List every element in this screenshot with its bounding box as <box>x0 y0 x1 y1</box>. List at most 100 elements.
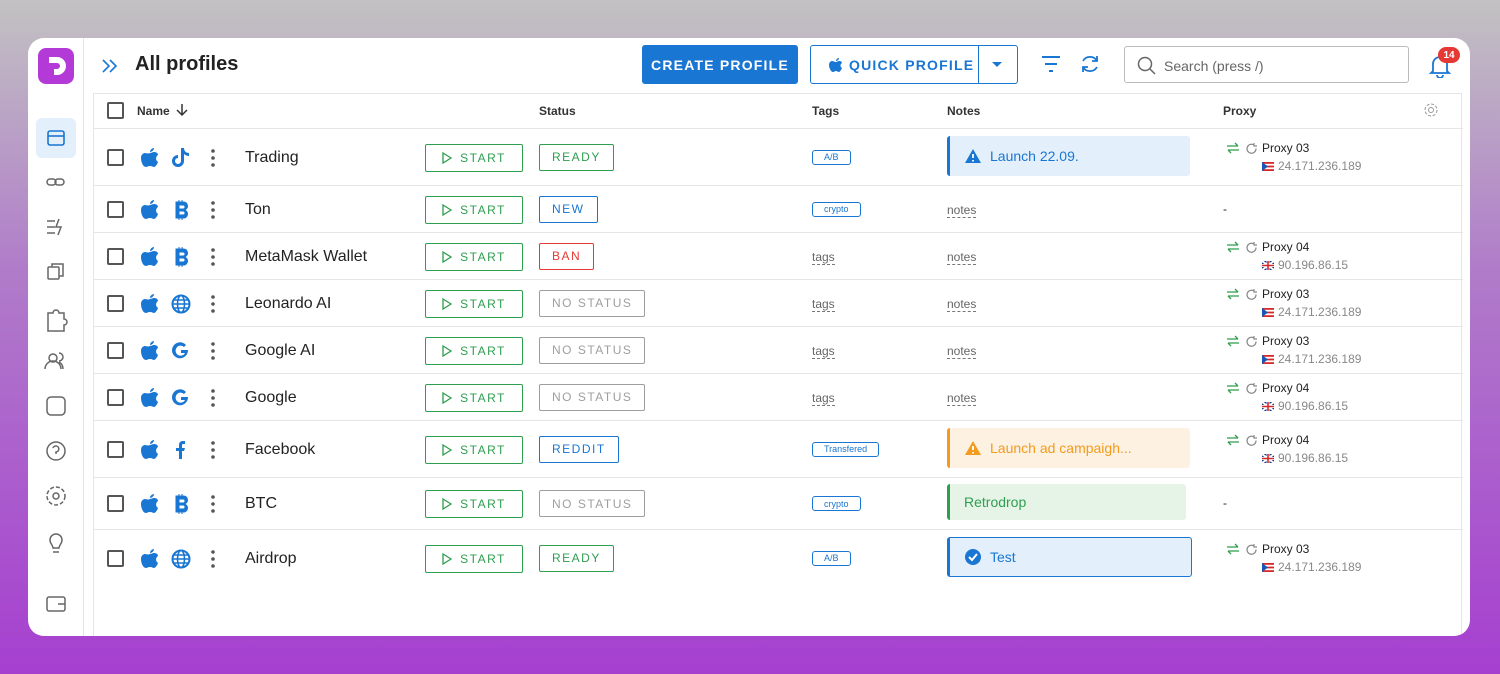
profile-name: Leonardo AI <box>245 294 332 312</box>
browser-icon <box>171 340 191 362</box>
start-label: START <box>460 249 506 264</box>
row-checkbox[interactable] <box>107 440 124 458</box>
menu-dots <box>210 247 216 266</box>
os-icon <box>141 548 159 569</box>
proxy-swap-icon <box>1226 142 1240 154</box>
notes-placeholder[interactable]: notes <box>947 390 977 406</box>
tag-chip[interactable]: crypto <box>812 201 861 217</box>
proxy-refresh-icon <box>1245 543 1258 556</box>
status-badge[interactable]: NEW <box>539 195 598 223</box>
os-icon <box>141 439 159 460</box>
proxy-name: Proxy 04 <box>1262 432 1310 447</box>
tags-placeholder[interactable]: tags <box>812 249 835 265</box>
start-button[interactable]: START <box>425 289 523 318</box>
note-icon <box>964 440 982 456</box>
tag-chip[interactable]: A/B <box>812 550 851 566</box>
start-button[interactable]: START <box>425 195 523 224</box>
notification-badge: 14 <box>1438 47 1460 63</box>
sort-arrow[interactable] <box>175 103 189 117</box>
profile-row: MetaMask Wallet START BAN tags notes Proxy 04… <box>94 232 1463 279</box>
start-label: START <box>460 551 506 566</box>
proxy-swap-icon <box>1226 241 1240 253</box>
expand-icon[interactable] <box>100 56 120 76</box>
start-button[interactable]: START <box>425 544 523 573</box>
start-label: START <box>460 296 506 311</box>
row-checkbox[interactable] <box>107 388 124 406</box>
tag-chip[interactable]: Transfered <box>812 441 880 457</box>
status-badge[interactable]: NO STATUS <box>539 336 646 364</box>
row-checkbox[interactable] <box>107 247 124 265</box>
start-button[interactable]: START <box>425 143 523 172</box>
create-profile-button[interactable]: CREATE PROFILE <box>642 45 798 84</box>
select-all-checkbox[interactable] <box>107 102 124 119</box>
column-header[interactable]: Name <box>137 104 170 118</box>
status-badge[interactable]: NO STATUS <box>539 289 646 317</box>
logo <box>38 48 74 84</box>
start-button[interactable]: START <box>425 336 523 365</box>
tags-placeholder[interactable]: tags <box>812 390 835 406</box>
profile-row: BTC START NO STATUS crypto Retrodrop - <box>94 477 1463 529</box>
profile-row: Airdrop START READY A/B Test Proxy 03 24.171.2… <box>94 529 1463 586</box>
note-box[interactable]: Retrodrop <box>947 484 1186 520</box>
notes-placeholder[interactable]: notes <box>947 202 977 218</box>
proxy-name: Proxy 03 <box>1262 541 1310 556</box>
menu-dots <box>210 341 216 360</box>
start-button[interactable]: START <box>425 383 523 412</box>
notes-placeholder[interactable]: notes <box>947 249 977 265</box>
status-badge[interactable]: BAN <box>539 242 595 270</box>
note-text: Launch ad campaigh... <box>990 439 1132 456</box>
browser-icon <box>171 439 191 461</box>
dropdown-arrow[interactable] <box>991 61 1003 69</box>
notes-placeholder[interactable]: notes <box>947 343 977 359</box>
column-header: Proxy <box>1223 104 1257 118</box>
status-badge[interactable]: NO STATUS <box>539 490 646 517</box>
proxy-flag <box>1262 307 1274 317</box>
divider <box>978 46 979 83</box>
start-button[interactable]: START <box>425 490 523 518</box>
row-checkbox[interactable] <box>107 294 124 312</box>
nav-icons[interactable] <box>28 163 84 633</box>
refresh-icon[interactable] <box>1079 53 1101 75</box>
row-checkbox[interactable] <box>107 148 124 166</box>
proxy-flag <box>1262 260 1274 270</box>
menu-dots <box>210 294 216 313</box>
row-checkbox[interactable] <box>107 549 124 567</box>
status-badge[interactable]: NO STATUS <box>539 383 646 411</box>
start-button[interactable]: START <box>425 435 523 464</box>
start-label: START <box>460 390 506 405</box>
tag-chip[interactable]: crypto <box>812 496 861 511</box>
note-box[interactable]: Launch 22.09. <box>947 135 1190 176</box>
note-text: Retrodrop <box>964 494 1027 510</box>
row-checkbox[interactable] <box>107 341 124 359</box>
row-checkbox[interactable] <box>107 200 124 218</box>
filter-icon[interactable] <box>1040 54 1062 74</box>
proxy-ip: 90.196.86.15 <box>1278 257 1349 272</box>
tag-chip[interactable]: A/B <box>812 149 851 165</box>
tags-placeholder[interactable]: tags <box>812 296 835 312</box>
proxy-ip: 24.171.236.189 <box>1278 351 1362 366</box>
profile-name: Ton <box>245 200 271 218</box>
status-badge[interactable]: REDDIT <box>539 435 619 463</box>
proxy-ip: 90.196.86.15 <box>1278 398 1349 413</box>
note-box[interactable]: Test <box>947 536 1192 577</box>
nav-active[interactable] <box>36 118 76 158</box>
browser-icon <box>171 548 191 570</box>
proxy-swap-icon <box>1226 434 1240 446</box>
notes-placeholder[interactable]: notes <box>947 296 977 312</box>
start-button[interactable]: START <box>425 242 523 271</box>
settings-icon[interactable] <box>1423 102 1439 118</box>
search-box[interactable]: Search (press /) <box>1124 46 1409 83</box>
note-box[interactable]: Launch ad campaigh... <box>947 427 1190 468</box>
note-icon <box>964 148 982 164</box>
page-title: All profiles <box>135 53 239 75</box>
status-badge[interactable]: READY <box>539 544 614 572</box>
row-checkbox[interactable] <box>107 495 124 512</box>
tags-placeholder[interactable]: tags <box>812 343 835 359</box>
quick-profile-button[interactable]: QUICK PROFILE <box>849 56 975 73</box>
status-badge[interactable]: READY <box>539 143 614 171</box>
browser-icon <box>171 293 191 315</box>
profile-row: Ton START NEW crypto notes - <box>94 185 1463 232</box>
search-icon <box>1137 56 1156 75</box>
menu-dots <box>210 200 216 219</box>
